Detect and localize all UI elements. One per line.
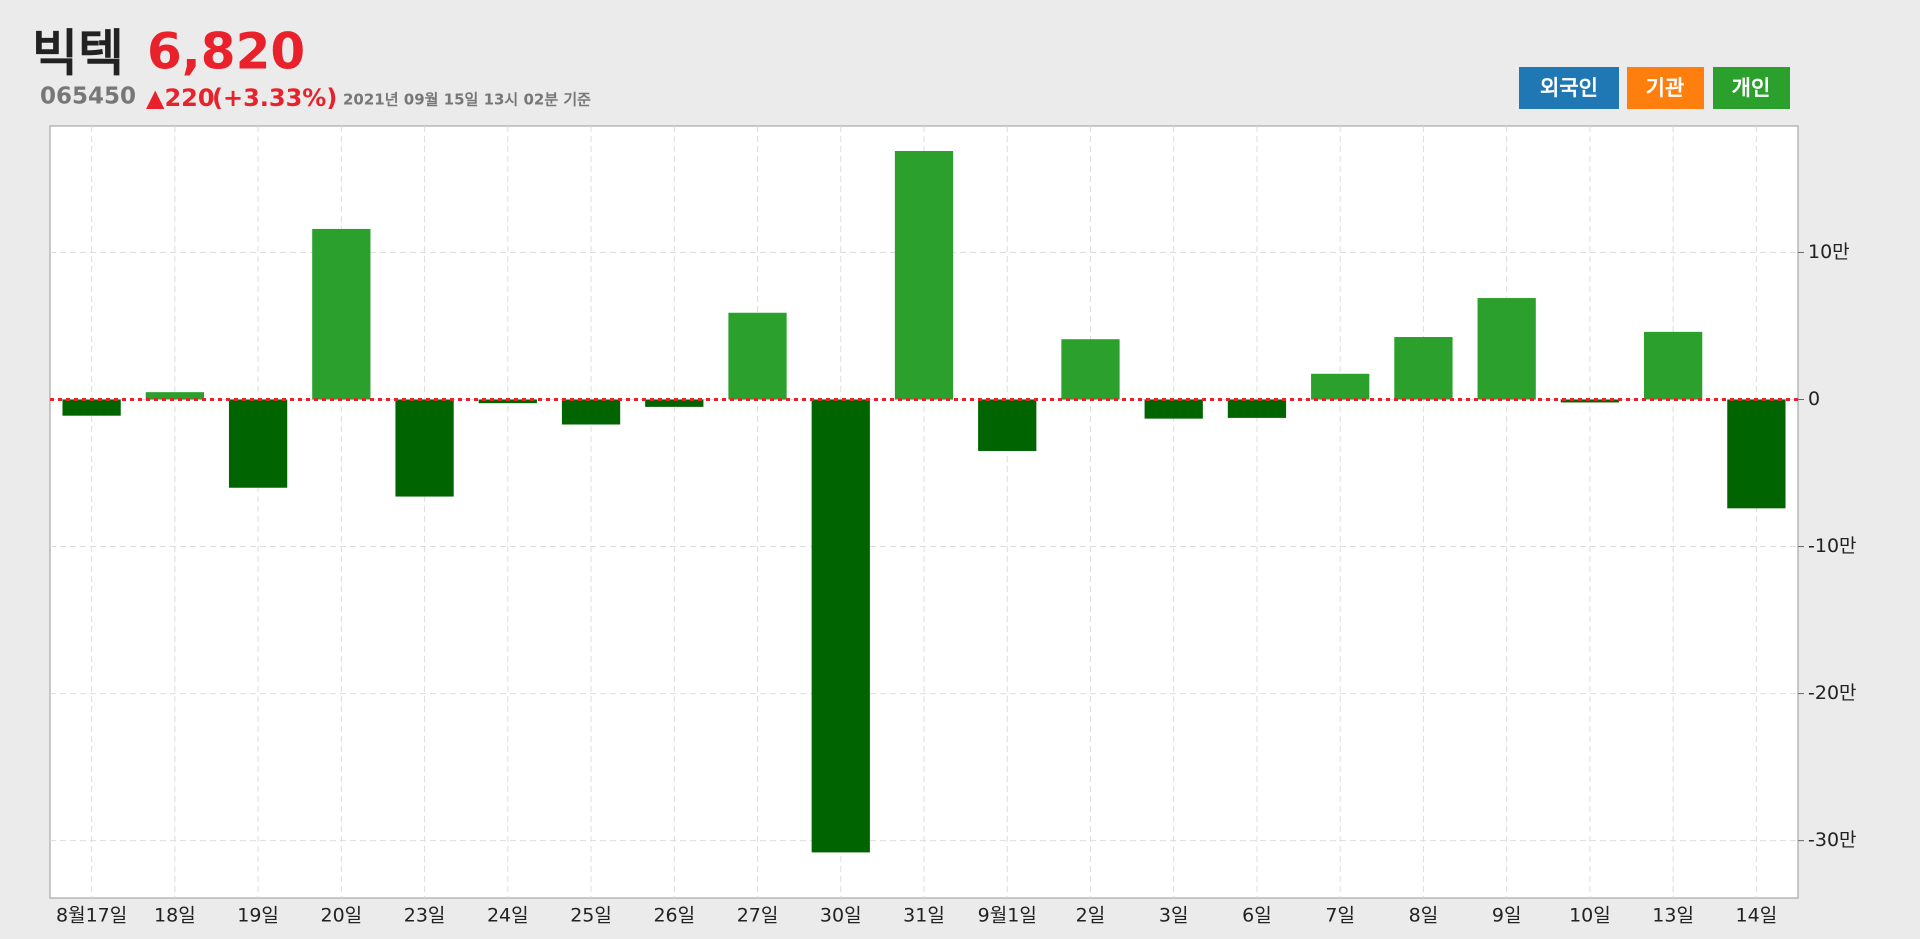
x-tick-label: 6일 <box>1242 905 1272 927</box>
price-change-pct: (+3.33%) <box>212 84 337 112</box>
x-tick-label: 2일 <box>1076 905 1106 927</box>
x-tick-label: 9월1일 <box>978 905 1037 927</box>
x-tick-label: 14일 <box>1736 905 1778 927</box>
x-tick-label: 26일 <box>653 905 695 927</box>
bar <box>728 312 787 400</box>
bar <box>978 399 1037 451</box>
y-tick-label: 10만 <box>1808 241 1850 263</box>
x-tick-label: 31일 <box>903 905 945 927</box>
y-tick-label: -30만 <box>1808 829 1857 851</box>
x-tick-label: 8월17일 <box>56 905 127 927</box>
bar <box>1394 337 1453 400</box>
y-tick-label: 0 <box>1808 388 1820 410</box>
bar <box>1727 399 1786 509</box>
bar <box>395 399 454 497</box>
bar <box>312 228 371 400</box>
bar <box>228 399 288 488</box>
bar <box>1311 373 1370 400</box>
bar <box>1144 399 1203 419</box>
button[interactable]: 개인 <box>1713 67 1790 109</box>
stock-price: 6,820 <box>147 23 305 81</box>
x-tick-label: 18일 <box>154 905 196 927</box>
button-bg[interactable] <box>1627 67 1704 109</box>
x-tick-label: 27일 <box>737 905 779 927</box>
y-tick-label: -10만 <box>1808 535 1857 557</box>
x-tick-label: 10일 <box>1569 905 1611 927</box>
x-tick-label: 8일 <box>1409 905 1439 927</box>
bar <box>811 399 870 853</box>
bar <box>894 150 954 400</box>
button-label[interactable]: 외국인 <box>1540 76 1598 100</box>
button[interactable]: 외국인 <box>1519 67 1619 109</box>
bar <box>561 399 621 425</box>
bar <box>645 399 704 407</box>
x-tick-label: 9일 <box>1492 905 1522 927</box>
x-tick-label: 30일 <box>820 905 862 927</box>
bar <box>1644 331 1703 400</box>
x-tick-label: 13일 <box>1652 905 1694 927</box>
bar <box>1061 339 1120 400</box>
button-bg[interactable] <box>1519 67 1619 109</box>
bar <box>478 399 537 404</box>
x-tick-label: 20일 <box>320 905 362 927</box>
x-tick-label: 7일 <box>1325 905 1355 927</box>
bar <box>145 392 204 400</box>
bar <box>62 399 121 416</box>
button[interactable]: 기관 <box>1627 67 1704 109</box>
bar <box>1477 298 1536 400</box>
x-tick-label: 24일 <box>487 905 529 927</box>
button-label[interactable]: 기관 <box>1646 76 1685 100</box>
button-label[interactable]: 개인 <box>1732 76 1771 100</box>
price-change: ▲220 <box>146 84 215 112</box>
button-bg[interactable] <box>1713 67 1790 109</box>
bar <box>1227 399 1287 418</box>
y-tick-label: -20만 <box>1808 682 1857 704</box>
stock-name: 빅텍 <box>32 25 124 83</box>
x-tick-label: 23일 <box>404 905 446 927</box>
x-tick-label: 3일 <box>1159 905 1189 927</box>
stock-code: 065450 <box>40 84 136 110</box>
timestamp: 2021년 09월 15일 13시 02분 기준 <box>343 91 591 109</box>
x-tick-label: 25일 <box>570 905 612 927</box>
x-tick-label: 19일 <box>237 905 279 927</box>
